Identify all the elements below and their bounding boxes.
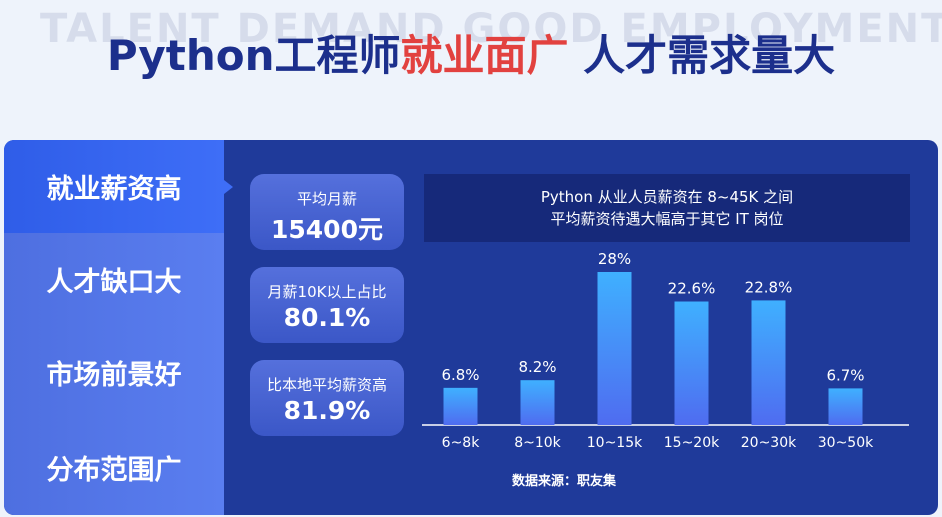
stat-label: 比本地平均薪资高: [266, 376, 387, 394]
tab-label: 就业薪资高: [46, 174, 182, 205]
note-line-1: Python 从业人员薪资在 8~45K 之间: [540, 188, 794, 206]
x-tick-label: 8~10k: [514, 435, 561, 451]
bar-15~20k: [674, 301, 709, 425]
salary-note-box: Python 从业人员薪资在 8~45K 之间 平均薪资待遇大幅高于其它 IT …: [424, 174, 910, 242]
data-source: 数据来源：职友集: [512, 474, 617, 489]
page-title: Python工程师就业面广 人才需求量大: [0, 22, 942, 83]
tab-high-salary[interactable]: 就业薪资高: [4, 140, 224, 234]
active-tab-pointer-icon: [224, 180, 233, 194]
x-tick-label: 20~30k: [741, 435, 797, 451]
stat-card-average-salary: 平均月薪 15400元: [250, 174, 404, 250]
tab-wide-distribution[interactable]: 分布范围广: [4, 419, 224, 515]
bar-10~15k: [597, 272, 632, 425]
data-label: 28%: [598, 250, 631, 268]
tab-market-prospects[interactable]: 市场前景好: [4, 326, 224, 420]
bar-20~30k: [751, 300, 786, 425]
stat-card-over-10k-share: 月薪10K以上占比 80.1%: [250, 267, 404, 343]
stat-card-above-local-average: 比本地平均薪资高 81.9%: [250, 360, 404, 436]
tab-label: 分布范围广: [46, 454, 182, 486]
title-part-2-highlight: 就业面广: [400, 31, 569, 80]
data-label: 6.7%: [826, 366, 864, 384]
data-label: 22.6%: [668, 280, 716, 298]
tab-label: 人才缺口大: [46, 267, 182, 298]
sidebar: 就业薪资高 人才缺口大 市场前景好 分布范围广: [4, 140, 224, 515]
title-part-1: Python工程师: [106, 31, 401, 80]
stat-value: 80.1%: [283, 303, 371, 332]
x-tick-label: 10~15k: [587, 435, 643, 451]
tab-label: 市场前景好: [46, 360, 182, 391]
note-line-2: 平均薪资待遇大幅高于其它 IT 岗位: [550, 210, 784, 228]
content-panel: 就业薪资高 人才缺口大 市场前景好 分布范围广 平均月薪 15400元 月薪10…: [4, 140, 938, 515]
x-tick-label: 15~20k: [664, 435, 720, 451]
data-label: 8.2%: [518, 358, 556, 376]
stat-value: 81.9%: [283, 396, 371, 425]
tab-talent-gap[interactable]: 人才缺口大: [4, 233, 224, 327]
salary-distribution-bar-chart: 6.8% 6~8k 8.2% 8~10k 28% 10~15k 22.6% 15~20k 22.…: [422, 250, 909, 451]
stat-value: 15400元: [271, 215, 383, 244]
data-label: 22.8%: [745, 278, 793, 296]
bar-30~50k: [828, 388, 863, 425]
data-label: 6.8%: [441, 366, 479, 384]
watermark-text: TALENT DEMAND GOOD EMPLOYMENT: [40, 6, 942, 52]
title-part-3: 人才需求量大: [583, 31, 836, 80]
stat-label: 月薪10K以上占比: [267, 283, 387, 301]
x-tick-label: 30~50k: [818, 435, 874, 451]
bar-6~8k: [443, 387, 478, 425]
x-tick-label: 6~8k: [442, 435, 481, 451]
bar-8~10k: [520, 380, 555, 425]
stat-label: 平均月薪: [296, 190, 357, 208]
